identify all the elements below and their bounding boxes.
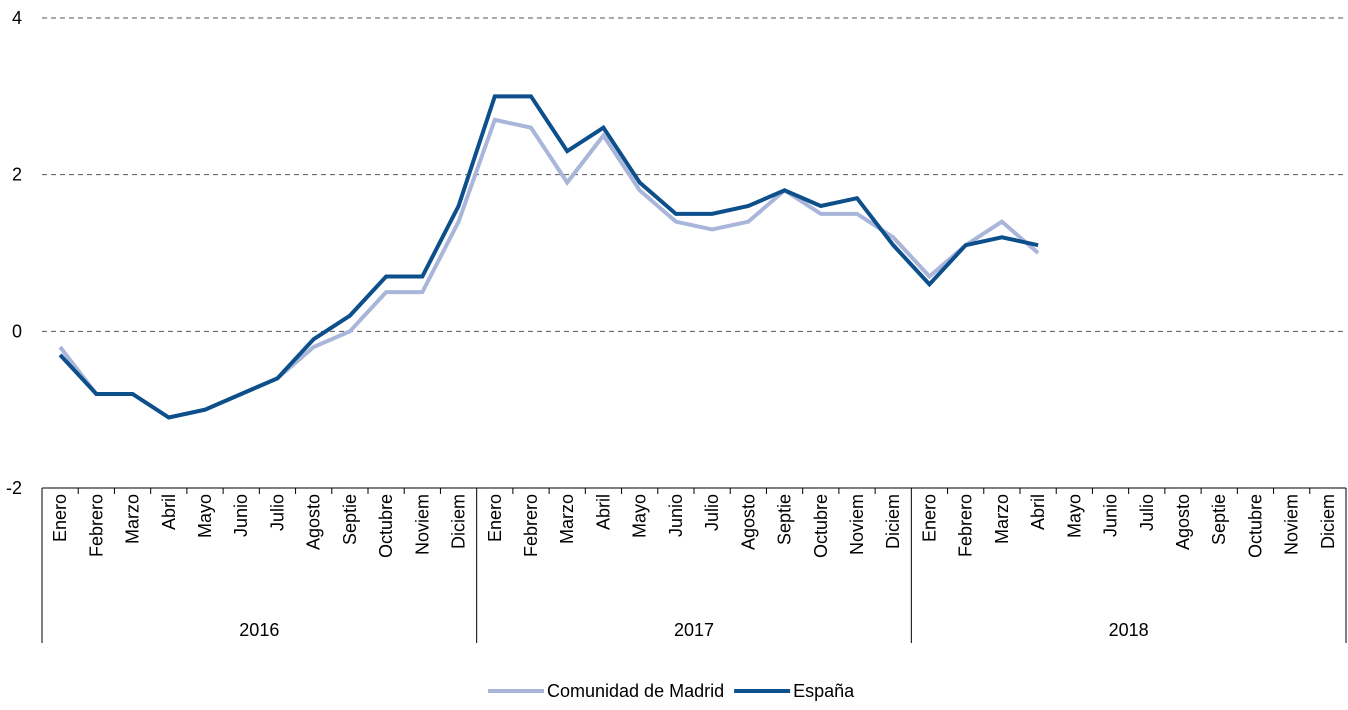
x-tick-label: Febrero xyxy=(521,494,541,557)
x-tick-label: Octubre xyxy=(1245,494,1265,558)
x-tick-label: Octubre xyxy=(811,494,831,558)
x-tick-label: Febrero xyxy=(86,494,106,557)
y-axis: -2 0 2 4 xyxy=(6,8,22,498)
x-tick-label: Noviem xyxy=(847,494,867,555)
x-tick-label: Noviem xyxy=(412,494,432,555)
x-tick-label: Agosto xyxy=(304,494,324,550)
x-tick-label: Septie xyxy=(340,494,360,545)
legend: Comunidad de Madrid España xyxy=(488,681,855,701)
x-axis: Enero Febrero Marzo Abril Mayo Junio Julio Agos… xyxy=(41,487,1347,643)
x-tick-label: Enero xyxy=(50,494,70,542)
x-tick-label: Julio xyxy=(702,494,722,531)
x-tick-label: Julio xyxy=(267,494,287,531)
x-tick-label: Abril xyxy=(1028,494,1048,530)
legend-label: Comunidad de Madrid xyxy=(547,681,724,701)
y-tick-label: 0 xyxy=(12,321,22,341)
year-label: 2017 xyxy=(674,620,714,640)
x-tick-label: Enero xyxy=(919,494,939,542)
x-tick-label: Marzo xyxy=(557,494,577,544)
x-tick-label: Diciem xyxy=(1318,494,1338,549)
series-lines xyxy=(58,94,1040,420)
series-line xyxy=(58,117,1040,420)
gridlines xyxy=(42,17,1346,332)
x-tick-label: Agosto xyxy=(738,494,758,550)
x-tick-label: Mayo xyxy=(195,494,215,538)
year-label: 2018 xyxy=(1109,620,1149,640)
x-tick-label: Marzo xyxy=(123,494,143,544)
x-tick-label: Abril xyxy=(159,494,179,530)
x-tick-label: Junio xyxy=(666,494,686,537)
x-tick-label: Septie xyxy=(775,494,795,545)
x-tick-label: Abril xyxy=(593,494,613,530)
x-tick-label: Octubre xyxy=(376,494,396,558)
x-tick-label: Diciem xyxy=(883,494,903,549)
legend-label: España xyxy=(793,681,855,701)
x-tick-label: Septie xyxy=(1209,494,1229,545)
y-tick-label: -2 xyxy=(6,478,22,498)
x-tick-label: Agosto xyxy=(1173,494,1193,550)
x-tick-label: Junio xyxy=(231,494,251,537)
x-tick-label: Mayo xyxy=(630,494,650,538)
y-tick-label: 2 xyxy=(12,165,22,185)
x-tick-label: Noviem xyxy=(1282,494,1302,555)
x-tick-label: Diciem xyxy=(449,494,469,549)
y-tick-label: 4 xyxy=(12,8,22,28)
year-label: 2016 xyxy=(239,620,279,640)
x-tick-label: Marzo xyxy=(992,494,1012,544)
x-tick-label: Julio xyxy=(1137,494,1157,531)
series-line xyxy=(58,94,1039,420)
x-tick-label: Febrero xyxy=(956,494,976,557)
x-tick-label: Junio xyxy=(1101,494,1121,537)
x-tick-label: Enero xyxy=(485,494,505,542)
x-tick-label: Mayo xyxy=(1064,494,1084,538)
